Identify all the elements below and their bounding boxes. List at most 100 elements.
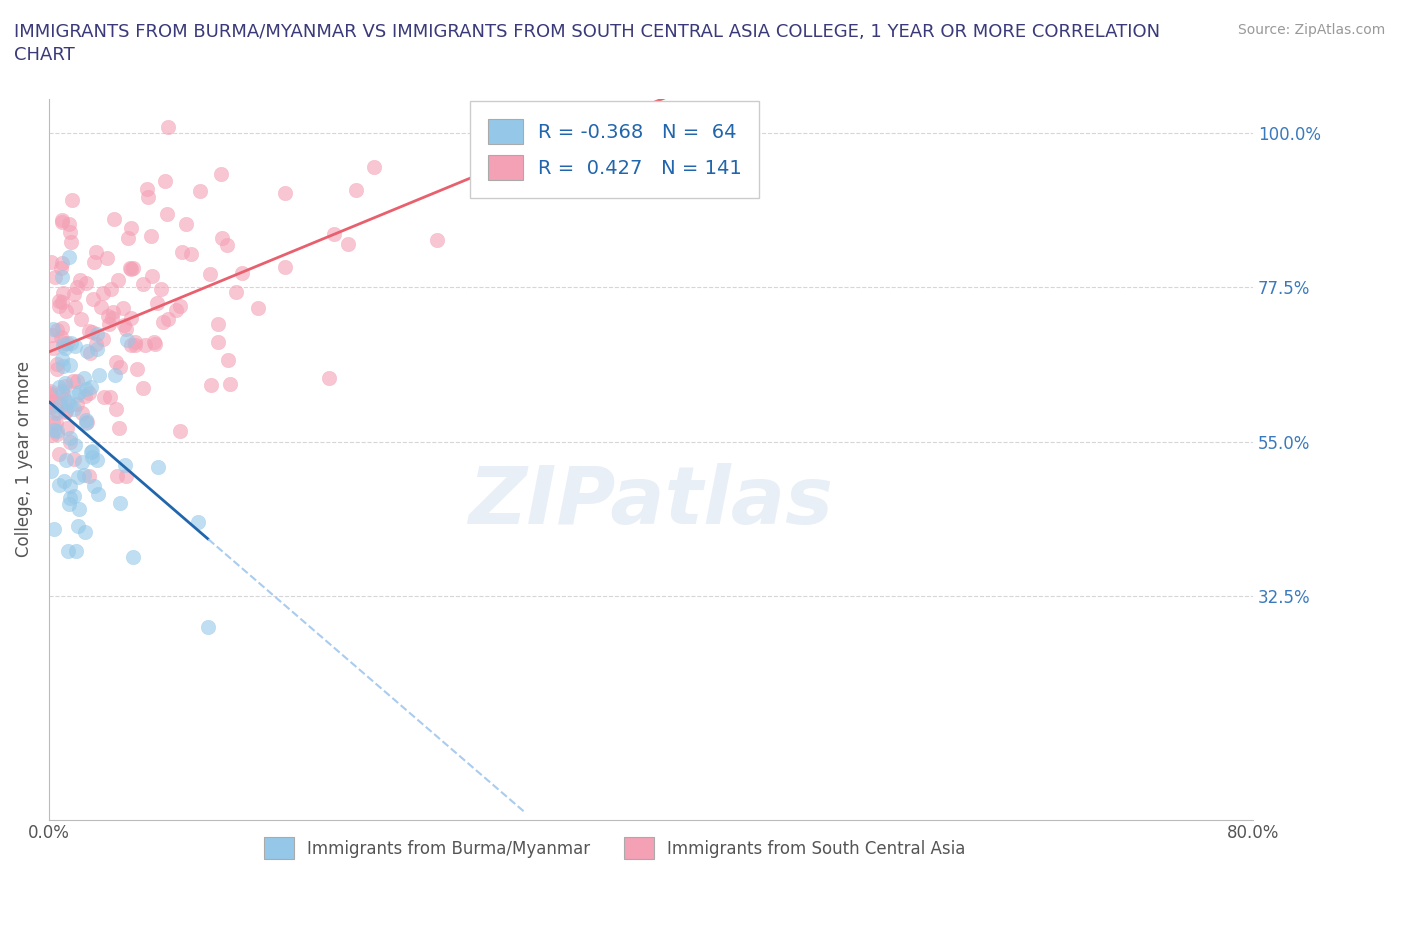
Point [218,352,240,367]
Point [52,385,75,400]
Point [73,525,96,539]
Point [90,300,112,315]
Point [51,320,73,335]
Point [274,259,297,274]
Point [188,183,211,198]
Point [120,338,142,352]
Point [77,324,100,339]
Point [426,232,449,247]
Point [117,333,139,348]
Point [55,453,77,468]
Point [80,449,103,464]
Point [207,335,229,350]
Point [75,381,97,396]
Point [200,378,222,392]
Point [52,358,75,373]
Point [70,311,93,325]
Point [62,374,84,389]
Point [51,270,73,285]
Point [82,326,104,340]
Point [75,389,97,404]
Point [44,270,66,285]
Point [146,296,169,311]
Point [59,398,82,413]
Point [59,357,82,372]
Point [39,463,62,478]
Point [49,329,72,344]
Point [207,316,229,331]
Point [108,421,131,436]
Point [180,246,202,261]
Point [42,522,65,537]
Point [322,226,344,241]
Point [134,338,156,352]
Point [120,220,142,235]
Point [41,328,63,343]
Point [86,337,108,352]
Point [66,280,89,295]
Point [122,260,145,275]
Point [93,390,115,405]
Point [73,468,96,483]
Y-axis label: College, 1 year or more: College, 1 year or more [15,361,32,557]
Legend: Immigrants from Burma/Myanmar, Immigrants from South Central Asia: Immigrants from Burma/Myanmar, Immigrant… [254,828,976,869]
Point [51,295,73,310]
Point [165,302,187,317]
Point [66,373,89,388]
Point [120,311,142,325]
Point [247,300,270,315]
Point [146,459,169,474]
Point [62,401,84,416]
Point [86,326,108,341]
Point [132,380,155,395]
Point [56,394,79,409]
Point [39,393,62,408]
Point [65,544,87,559]
Point [80,379,103,394]
Point [91,332,114,347]
Point [124,335,146,350]
Point [52,286,75,300]
Point [60,193,83,207]
Point [48,446,70,461]
Point [197,620,219,635]
Point [86,341,108,356]
Point [66,518,89,533]
Point [156,206,179,221]
Point [139,228,162,243]
Point [111,300,134,315]
Point [97,309,120,324]
Point [187,514,209,529]
Point [59,224,82,239]
Point [125,362,148,377]
Point [76,413,98,428]
Point [51,383,73,398]
Point [82,292,104,307]
Point [56,420,79,435]
Point [103,211,125,226]
Text: IMMIGRANTS FROM BURMA/MYANMAR VS IMMIGRANTS FROM SOUTH CENTRAL ASIA COLLEGE, 1 Y: IMMIGRANTS FROM BURMA/MYANMAR VS IMMIGRA… [14,23,1160,41]
Point [41,428,63,443]
Point [48,379,70,394]
Point [46,362,69,377]
Point [89,368,111,383]
Point [77,386,100,401]
Point [142,335,165,350]
Point [104,402,127,417]
Point [136,190,159,205]
Point [231,266,253,281]
Point [45,323,67,338]
Point [59,434,82,449]
Point [79,345,101,360]
Point [52,338,75,352]
Point [114,469,136,484]
Point [363,160,385,175]
Point [533,134,555,149]
Point [56,335,79,350]
Point [174,217,197,232]
Point [53,340,76,355]
Point [55,405,77,419]
Point [132,276,155,291]
Point [60,235,83,250]
Text: ZIPatlas: ZIPatlas [468,463,834,541]
